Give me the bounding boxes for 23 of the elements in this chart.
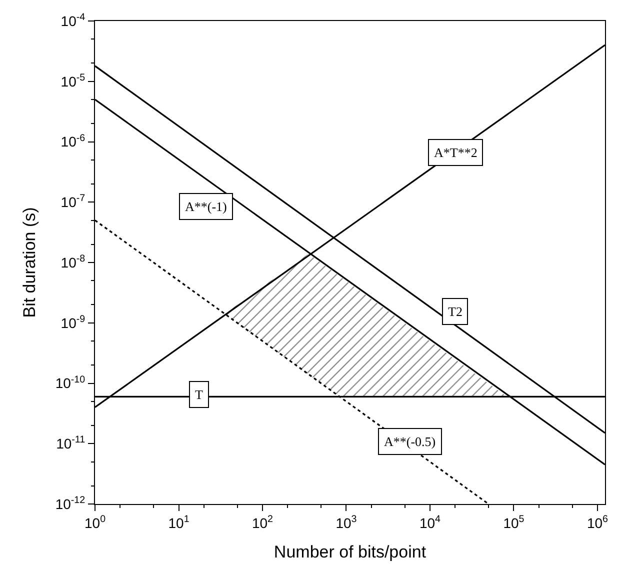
y-tick-label: 10$^{-6}$ — [60, 132, 86, 150]
y-tick-label: 10$^{-10}$ — [55, 374, 86, 392]
annotation: A*T**2 — [434, 145, 478, 160]
y-tick-label: 10$^{-4}$ — [60, 12, 86, 29]
x-tick-label: 10$^{4}$ — [419, 514, 442, 531]
annotation: A**(-0.5) — [384, 434, 436, 449]
annotation: T — [195, 387, 203, 402]
x-tick-label: 10$^{0}$ — [84, 514, 106, 531]
annotation: T2 — [448, 304, 462, 319]
y-tick-label: 10$^{-8}$ — [60, 254, 86, 270]
y-tick-label: 10$^{-9}$ — [60, 314, 86, 331]
x-tick-label: 10$^{3}$ — [336, 514, 358, 531]
x-tick-label: 10$^{5}$ — [503, 514, 525, 531]
x-tick-label: 10$^{2}$ — [252, 514, 274, 531]
annotation: A**(-1) — [185, 199, 227, 214]
y-tick-label: 10$^{-7}$ — [60, 193, 86, 210]
x-tick-label: 10$^{1}$ — [168, 514, 190, 531]
x-axis-title: Number of bits/point — [274, 542, 426, 562]
y-tick-label: 10$^{-12}$ — [55, 495, 86, 512]
y-axis-title: Bit duration (s) — [20, 207, 39, 318]
y-tick-label: 10$^{-11}$ — [56, 434, 86, 452]
x-tick-label: 10$^{6}$ — [586, 514, 609, 531]
y-tick-label: 10$^{-5}$ — [60, 72, 86, 90]
